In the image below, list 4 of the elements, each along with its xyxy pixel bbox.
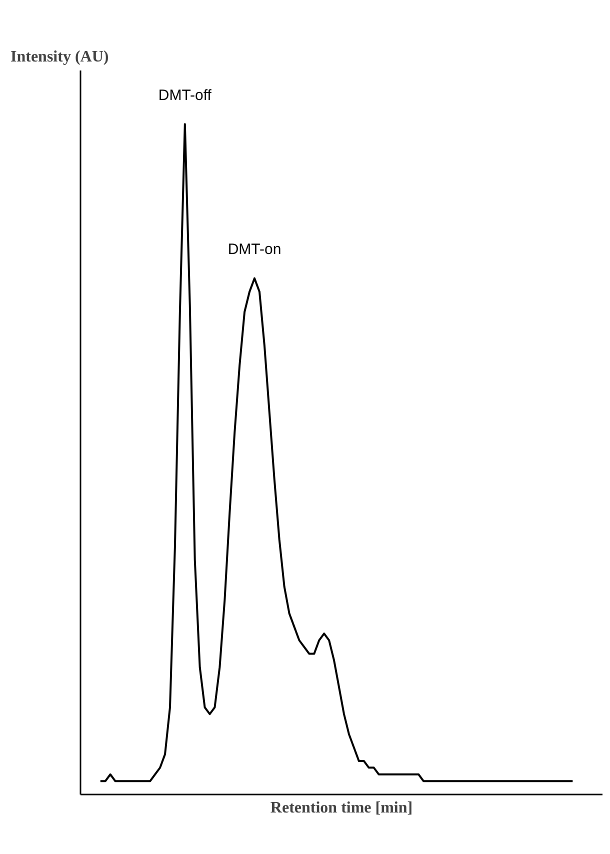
annotation: DMT-on [228,241,282,258]
text: DMT-off [158,87,212,104]
x-axis-title: Retention time [min] [270,800,413,816]
y-axis-title: Intensity (AU) [10,48,109,66]
